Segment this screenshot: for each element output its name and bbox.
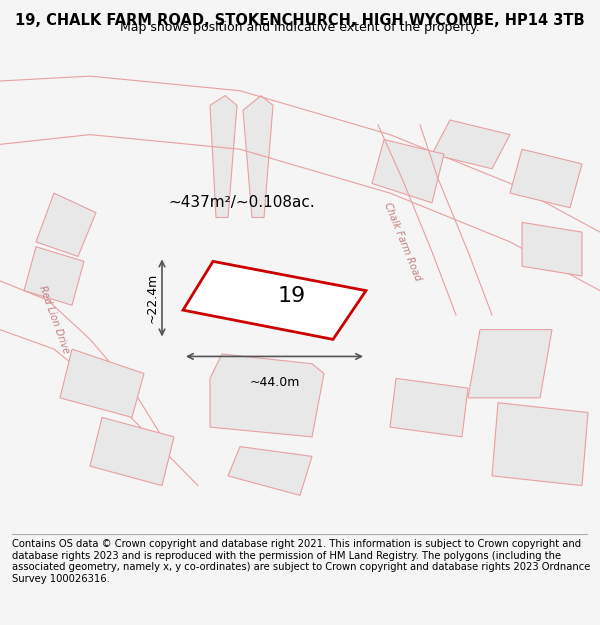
Text: ~44.0m: ~44.0m	[250, 376, 299, 389]
Polygon shape	[372, 139, 444, 203]
Polygon shape	[432, 120, 510, 169]
Polygon shape	[210, 96, 237, 218]
Polygon shape	[243, 96, 273, 218]
Text: 19: 19	[278, 286, 306, 306]
Text: 19, CHALK FARM ROAD, STOKENCHURCH, HIGH WYCOMBE, HP14 3TB: 19, CHALK FARM ROAD, STOKENCHURCH, HIGH …	[15, 13, 585, 28]
Polygon shape	[90, 418, 174, 486]
Polygon shape	[522, 222, 582, 276]
Polygon shape	[492, 402, 588, 486]
Polygon shape	[390, 378, 468, 437]
Polygon shape	[468, 329, 552, 398]
Polygon shape	[210, 354, 324, 437]
Polygon shape	[510, 149, 582, 208]
Polygon shape	[60, 349, 144, 418]
Text: Map shows position and indicative extent of the property.: Map shows position and indicative extent…	[120, 21, 480, 34]
Text: Chalk Farm Road: Chalk Farm Road	[382, 201, 422, 282]
Text: ~437m²/~0.108ac.: ~437m²/~0.108ac.	[168, 196, 315, 211]
Text: Contains OS data © Crown copyright and database right 2021. This information is : Contains OS data © Crown copyright and d…	[12, 539, 590, 584]
Polygon shape	[228, 447, 312, 496]
Text: Red Lion Drive: Red Lion Drive	[37, 284, 71, 355]
Polygon shape	[183, 261, 366, 339]
Text: ~22.4m: ~22.4m	[146, 272, 159, 323]
Polygon shape	[24, 247, 84, 305]
Polygon shape	[36, 193, 96, 256]
